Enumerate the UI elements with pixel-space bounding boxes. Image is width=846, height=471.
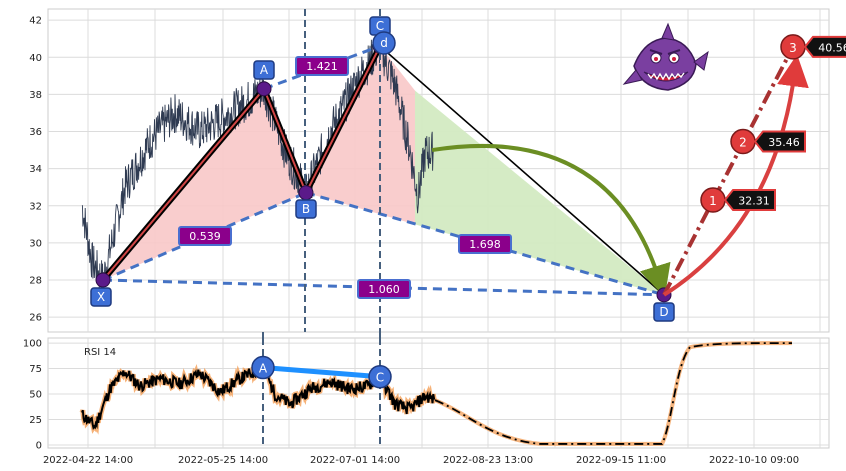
x-tick-labels: 2022-04-22 14:00 2022-05-25 14:00 2022-07-… [43, 455, 799, 466]
price-y-tick: 36 [29, 127, 42, 138]
rsi-divergence-point [368, 364, 392, 389]
rsi-y-tick: 75 [29, 364, 42, 375]
target-markers: 1 32.31 2 35.46 3 40.56 [662, 34, 846, 297]
target-value-box [723, 189, 776, 212]
point-label: X [97, 290, 105, 304]
price-y-tick: 42 [29, 16, 42, 27]
ratio-label: 1.421 [306, 60, 338, 73]
target-number: 1 [709, 194, 717, 208]
point-label-bg [372, 31, 396, 55]
point-label: d [380, 36, 388, 50]
ratio-box [178, 226, 232, 246]
rsi-divergence-label: C [376, 371, 384, 385]
target-number: 2 [739, 136, 747, 150]
rsi-y-tick: 25 [29, 415, 42, 426]
rsi-y-tick: 0 [36, 440, 42, 451]
xab-triangle [103, 88, 306, 281]
leg-line [263, 88, 307, 194]
point-label-bg [253, 60, 275, 80]
x-tick: 2022-04-22 14:00 [43, 455, 133, 466]
target-number: 3 [789, 41, 797, 55]
x-tick: 2022-09-15 11:00 [576, 455, 666, 466]
point-label: C [376, 19, 384, 33]
rsi-y-tick: 50 [29, 390, 42, 401]
pattern-point [256, 81, 272, 97]
bcd-fill-projection [415, 90, 664, 295]
rsi-divergence-point [251, 355, 275, 380]
point-label: D [659, 305, 668, 319]
price-y-tick: 28 [29, 276, 42, 287]
ratio-label: 1.698 [469, 238, 501, 251]
leg-line [102, 88, 265, 281]
target-value: 40.56 [818, 41, 846, 54]
target-value: 32.31 [738, 195, 770, 208]
point-label-bg [295, 199, 317, 219]
rsi-divergence-label: A [259, 362, 268, 376]
pattern-fills [103, 46, 664, 295]
target-value: 35.46 [768, 136, 800, 149]
ratio-label: 0.539 [189, 230, 221, 243]
price-y-tick-labels: 26 28 30 32 34 36 38 40 42 [29, 16, 42, 324]
rsi-grid [48, 338, 829, 448]
price-y-tick: 34 [29, 164, 42, 175]
rsi-projection-line [434, 342, 793, 445]
x-tick: 2022-05-25 14:00 [178, 455, 268, 466]
shark-mascot-icon [622, 22, 709, 91]
rsi-panel [47, 337, 830, 449]
target-dashdot-line [662, 45, 795, 296]
rsi-y-tick-labels: 0 25 50 75 100 [23, 339, 42, 452]
ratio-label: 1.060 [368, 283, 400, 296]
x-tick: 2022-10-10 09:00 [709, 455, 799, 466]
point-label: B [302, 202, 310, 216]
bcd-fill-left [306, 46, 415, 225]
pattern-point [298, 185, 314, 201]
projection-arrow [431, 144, 671, 298]
price-y-tick: 40 [29, 53, 42, 64]
ratio-box [458, 234, 512, 254]
x-tick: 2022-08-23 13:00 [443, 455, 533, 466]
target-value-box [803, 35, 846, 58]
price-y-tick: 38 [29, 90, 42, 101]
cd-leg-line [379, 45, 665, 296]
point-label: A [260, 63, 269, 77]
xd-dashed-line [102, 278, 665, 297]
pattern-labels: X A B Cd D 0.539 1.421 1.698 1.060 A C [90, 16, 675, 389]
x-tick: 2022-07-01 14:00 [310, 455, 400, 466]
vertical-markers [262, 9, 381, 448]
point-label-bg [90, 287, 112, 307]
leg-line [305, 45, 381, 194]
price-y-tick: 30 [29, 238, 42, 249]
rsi-y-tick: 100 [23, 339, 42, 350]
ratio-box [295, 56, 349, 76]
price-y-tick: 32 [29, 201, 42, 212]
target-value-box [753, 130, 806, 153]
pattern-point [95, 272, 111, 288]
rsi-title: RSI 14 [84, 347, 116, 358]
ratio-box [357, 279, 411, 299]
price-y-tick: 26 [29, 313, 42, 324]
rsi-divergence-line [262, 365, 381, 380]
point-label-bg [653, 302, 675, 322]
